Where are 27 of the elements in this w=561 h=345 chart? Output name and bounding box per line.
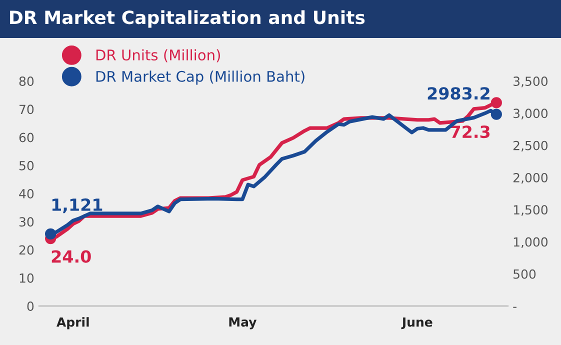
y-tick-label: 60 (19, 132, 34, 142)
y-tick-label: 40 (19, 189, 34, 198)
y2-tick-label: 1,000 (514, 237, 548, 248)
y2-tick-label: - (513, 306, 516, 308)
x-tick-label: May (229, 317, 257, 330)
y2-tick-label: 2,500 (513, 140, 548, 152)
data-label: 2983.2 (428, 87, 490, 100)
data-label: 1,121 (52, 198, 102, 214)
y-tick-label: 20 (19, 245, 34, 255)
y2-tick-label: 1,500 (514, 205, 548, 216)
y2-tick-label: 500 (514, 269, 536, 279)
y-tick-label: 10 (20, 273, 34, 283)
x-tick-label: April (56, 317, 89, 330)
y-tick-label: 70 (20, 104, 34, 114)
y-tick-label: 30 (19, 217, 34, 227)
chart-title: DR Market Capitalization and Units (10, 10, 365, 28)
x-tick-label: June (401, 318, 432, 330)
y-tick-label: 0 (27, 301, 34, 311)
data-label: 24.0 (52, 250, 91, 263)
legend-label: DR Market Cap (Million Baht) (96, 70, 304, 85)
y-tick-label: 50 (19, 160, 34, 170)
legend-label: DR Units (Million) (96, 49, 220, 62)
y2-tick-label: 2,000 (513, 172, 548, 184)
y-tick-label: 80 (19, 76, 34, 86)
data-label: 72.3 (450, 126, 490, 138)
y2-tick-label: 3,000 (514, 108, 548, 120)
y2-tick-label: 3,500 (514, 76, 548, 88)
